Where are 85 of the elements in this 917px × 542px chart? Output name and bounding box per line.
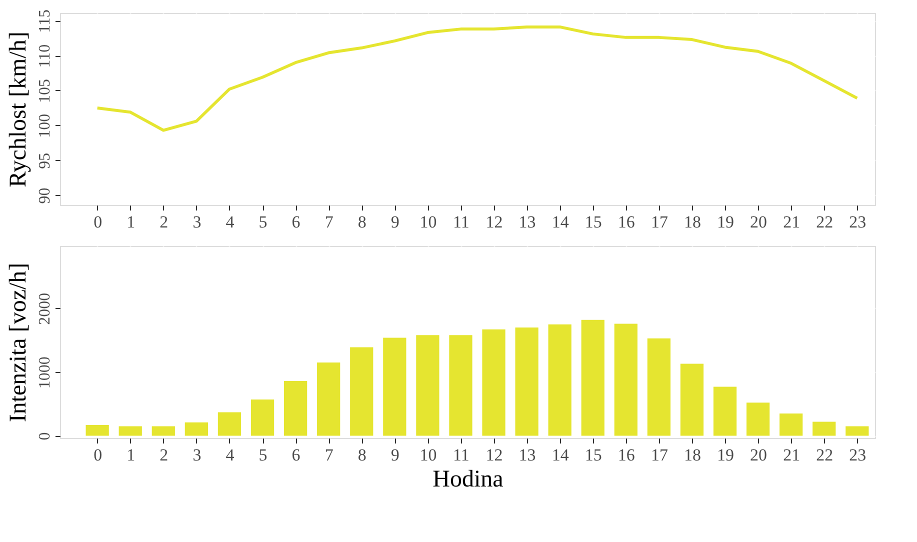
line-series bbox=[96, 25, 859, 132]
bar bbox=[614, 324, 638, 436]
x-tick-label: 20 bbox=[750, 212, 768, 232]
x-tick-label: 9 bbox=[390, 446, 400, 464]
x-tick-label: 4 bbox=[226, 212, 235, 232]
x-tick-label: 6 bbox=[292, 212, 300, 232]
x-tick-label: 21 bbox=[783, 212, 800, 232]
x-tick-label: 16 bbox=[618, 446, 635, 464]
bar bbox=[416, 335, 440, 436]
y-tick-label: 95 bbox=[36, 152, 54, 169]
x-tick-label: 5 bbox=[258, 446, 268, 464]
y-axis-title: Rychlost [km/h] bbox=[6, 32, 32, 188]
x-tick-label: 12 bbox=[486, 212, 503, 232]
x-tick-label: 6 bbox=[292, 446, 300, 464]
x-tick-label: 11 bbox=[453, 212, 470, 232]
x-tick-label: 19 bbox=[717, 212, 734, 232]
bar bbox=[647, 338, 671, 436]
x-tick-label: 22 bbox=[816, 212, 834, 232]
bar bbox=[746, 402, 770, 436]
x-tick-label: 14 bbox=[552, 212, 570, 232]
bar bbox=[350, 347, 374, 436]
x-tick-label: 18 bbox=[684, 446, 701, 464]
x-tick-label: 9 bbox=[390, 212, 400, 232]
x-tick-label: 1 bbox=[126, 212, 136, 232]
x-tick-label: 2 bbox=[160, 446, 168, 464]
x-tick-label: 0 bbox=[94, 446, 102, 464]
y-tick-label: 115 bbox=[36, 9, 54, 33]
bar bbox=[680, 364, 704, 436]
bar bbox=[581, 320, 604, 436]
x-tick-label: 3 bbox=[192, 446, 202, 464]
y-tick-label: 0 bbox=[36, 432, 54, 440]
x-tick-label: 14 bbox=[552, 446, 570, 464]
x-tick-label: 12 bbox=[486, 446, 503, 464]
bar bbox=[317, 362, 340, 436]
bar bbox=[449, 335, 472, 436]
x-tick-label: 7 bbox=[324, 212, 334, 232]
x-tick-label: 17 bbox=[650, 446, 668, 464]
x-tick-label: 15 bbox=[584, 212, 602, 232]
bar bbox=[86, 424, 109, 436]
x-tick-label: 10 bbox=[420, 212, 437, 232]
bar bbox=[515, 328, 538, 436]
bar bbox=[548, 324, 572, 436]
x-tick-label: 11 bbox=[453, 446, 470, 464]
bar bbox=[713, 386, 737, 436]
y-tick-label: 1000 bbox=[36, 356, 54, 389]
bar bbox=[218, 412, 242, 436]
bar bbox=[250, 399, 274, 436]
bar bbox=[383, 338, 406, 436]
bar bbox=[482, 329, 506, 436]
x-tick-label: 4 bbox=[226, 446, 235, 464]
bar bbox=[846, 426, 869, 436]
bar bbox=[812, 422, 836, 436]
bar bbox=[780, 413, 803, 436]
x-tick-label: 17 bbox=[650, 212, 668, 232]
x-tick-label: 21 bbox=[783, 446, 800, 464]
y-axis-title: Intenzita [voz/h] bbox=[6, 262, 32, 422]
x-tick-label: 22 bbox=[816, 446, 834, 464]
x-tick-label: 7 bbox=[324, 446, 334, 464]
y-tick-label: 105 bbox=[36, 79, 54, 103]
x-tick-label: 0 bbox=[94, 212, 102, 232]
x-tick-label: 13 bbox=[518, 446, 536, 464]
bar bbox=[284, 381, 308, 436]
x-axis-title: Hodina bbox=[432, 466, 504, 492]
x-tick-label: 15 bbox=[584, 446, 602, 464]
x-tick-label: 10 bbox=[420, 446, 437, 464]
x-tick-label: 1 bbox=[126, 446, 136, 464]
x-tick-label: 20 bbox=[750, 446, 768, 464]
x-tick-label: 5 bbox=[258, 212, 268, 232]
y-tick-label: 2000 bbox=[36, 292, 54, 325]
bar bbox=[118, 426, 142, 436]
x-tick-label: 23 bbox=[849, 446, 866, 464]
x-tick-label: 8 bbox=[358, 212, 366, 232]
x-tick-label: 2 bbox=[160, 212, 168, 232]
y-tick-label: 110 bbox=[36, 44, 54, 68]
x-tick-label: 3 bbox=[192, 212, 202, 232]
x-tick-label: 18 bbox=[684, 212, 701, 232]
x-tick-label: 16 bbox=[618, 212, 635, 232]
y-tick-label: 90 bbox=[36, 188, 54, 204]
x-tick-label: 19 bbox=[717, 446, 734, 464]
bar bbox=[184, 422, 208, 436]
x-tick-label: 13 bbox=[518, 212, 536, 232]
x-tick-label: 8 bbox=[358, 446, 366, 464]
y-tick-label: 100 bbox=[36, 114, 54, 138]
x-tick-label: 23 bbox=[849, 212, 866, 232]
bar bbox=[152, 426, 175, 436]
